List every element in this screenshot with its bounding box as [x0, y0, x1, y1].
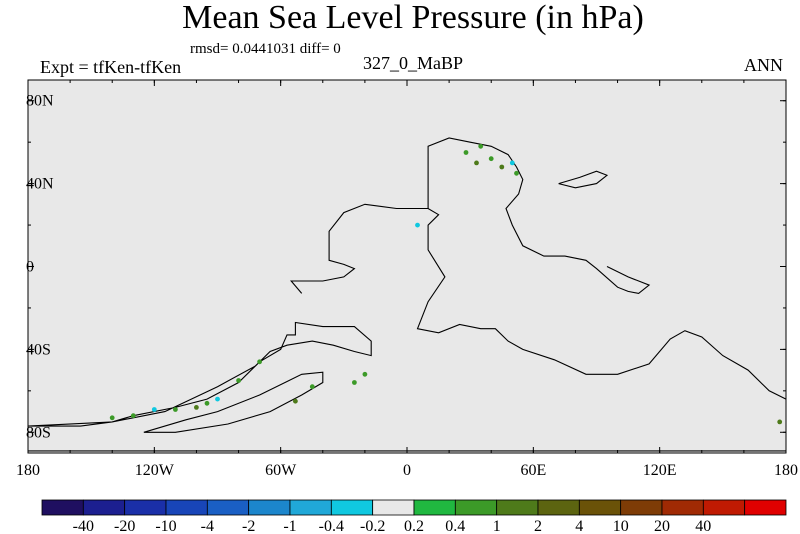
coastline-4 — [558, 170, 609, 189]
season-label: ANN — [744, 55, 783, 75]
x-tick-label-4: 60E — [520, 462, 546, 479]
colorbar-label-7: -0.2 — [360, 518, 385, 534]
colorbar-swatch-7 — [330, 499, 374, 516]
colorbar-swatch-5 — [248, 499, 291, 516]
colorbar-swatch-6 — [289, 499, 332, 516]
anomaly-mark-6 — [478, 143, 484, 149]
chart-title: Mean Sea Level Pressure (in hPa) — [182, 0, 644, 36]
colorbar-swatch-4 — [206, 499, 250, 516]
colorbar-swatch-12 — [537, 499, 580, 516]
colorbar-label-10: 1 — [493, 518, 501, 534]
colorbar-swatch-11 — [496, 499, 539, 516]
colorbar-swatch-15 — [661, 499, 704, 516]
anomaly-mark-16 — [293, 398, 298, 404]
colorbar-swatch-8 — [372, 499, 415, 516]
anomaly-mark-19 — [362, 371, 368, 377]
colorbar-label-12: 4 — [575, 518, 583, 534]
x-tick-label-2: 60W — [265, 462, 297, 479]
coastline-2 — [290, 203, 786, 400]
x-axis: 180 120W 60W 0 60E 120E 180 — [16, 80, 798, 479]
anomaly-mark-8 — [236, 378, 242, 383]
y-tick-label-3: 40S — [26, 341, 51, 358]
colorbar-label-2: -10 — [155, 518, 176, 534]
colorbar-swatch-3 — [165, 499, 208, 516]
colorbar-swatch-2 — [124, 499, 167, 516]
colorbar-swatch-16 — [702, 499, 746, 516]
colorbar: -40 -20 -10 -4 -2 -1 -0.4 -0.2 0.2 0.4 1 2 4 10 20 40 — [41, 499, 787, 534]
anomaly-mark-20 — [777, 419, 783, 425]
colorbar-label-11: 2 — [534, 518, 542, 534]
colorbar-label-4: -2 — [242, 518, 255, 534]
coastline-0 — [28, 321, 372, 427]
colorbar-label-15: 40 — [695, 518, 711, 534]
y-tick-label-4: 80S — [26, 424, 51, 441]
y-tick-label-0: 80N — [26, 93, 54, 110]
colorbar-label-8: 0.2 — [404, 518, 424, 534]
anomaly-mark-15 — [109, 415, 115, 421]
y-axis: 80N40N040S80S — [26, 93, 786, 441]
colorbar-label-3: -4 — [201, 518, 214, 534]
experiment-label: Expt = tfKen-tfKen — [40, 57, 181, 77]
x-tick-label-0: 180 — [16, 462, 40, 479]
anomaly-mark-4 — [509, 160, 515, 166]
anomaly-mark-11 — [194, 405, 199, 410]
coastline-1 — [143, 371, 324, 433]
anomaly-mark-0 — [463, 150, 469, 155]
anomaly-layer — [109, 143, 783, 425]
colorbar-swatch-13 — [578, 499, 622, 516]
colorbar-swatch-9 — [413, 499, 456, 516]
x-tick-label-1: 120W — [135, 462, 175, 479]
plot-area — [28, 80, 786, 453]
colorbar-swatch-14 — [620, 499, 663, 516]
colorbar-swatch-10 — [454, 499, 498, 516]
colorbar-label-5: -1 — [283, 518, 296, 534]
colorbar-label-0: -40 — [73, 518, 94, 534]
anomaly-mark-3 — [499, 164, 505, 170]
anomaly-mark-2 — [488, 156, 494, 162]
colorbar-label-13: 10 — [613, 518, 629, 534]
y-tick-label-1: 40N — [26, 176, 54, 193]
anomaly-mark-12 — [173, 407, 178, 412]
anomaly-mark-10 — [204, 400, 210, 406]
x-tick-label-6: 180 — [774, 462, 798, 479]
colorbar-label-9: 0.4 — [445, 518, 465, 534]
anomaly-mark-17 — [309, 384, 315, 390]
colorbar-swatch-1 — [82, 499, 126, 516]
stats-label: rmsd= 0.0441031 diff= 0 — [190, 41, 341, 57]
anomaly-mark-18 — [352, 380, 357, 385]
anomaly-mark-1 — [474, 160, 479, 166]
anomaly-mark-13 — [151, 407, 157, 412]
anomaly-mark-7 — [257, 359, 262, 365]
center-label: 327_0_MaBP — [363, 53, 463, 73]
x-tick-label-3: 0 — [403, 462, 411, 479]
anomaly-mark-5 — [514, 170, 519, 176]
colorbar-label-6: -0.4 — [319, 518, 344, 534]
colorbar-swatch-0 — [41, 499, 84, 516]
colorbar-label-1: -20 — [114, 518, 135, 534]
anomaly-mark-21 — [415, 222, 420, 228]
colorbar-label-14: 20 — [654, 518, 670, 534]
anomaly-mark-14 — [130, 413, 136, 419]
anomaly-mark-9 — [215, 396, 220, 402]
colorbar-swatch-17 — [744, 499, 787, 516]
x-tick-label-5: 120E — [643, 462, 677, 479]
